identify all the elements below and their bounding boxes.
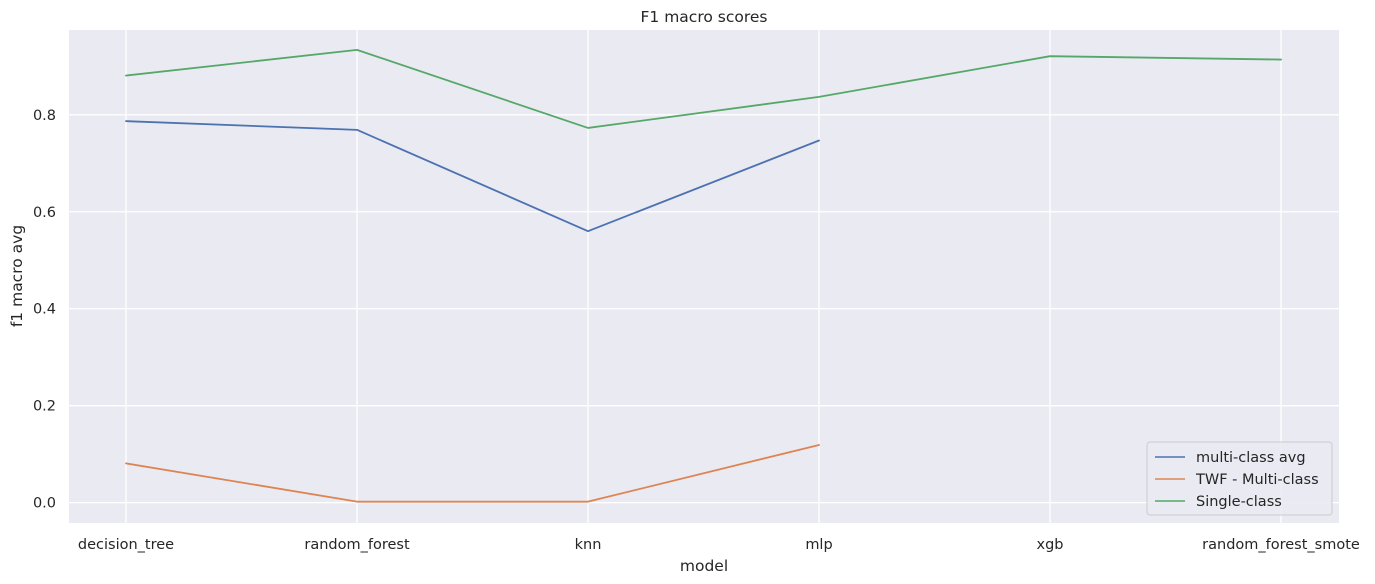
y-axis-label: f1 macro avg: [8, 225, 26, 327]
chart-title: F1 macro scores: [641, 8, 768, 26]
y-tick-label: 0.0: [33, 496, 56, 512]
x-tick-label: knn: [575, 537, 602, 553]
series-line-twf-multi-class: [125, 444, 820, 503]
series-twf-multi-class: [125, 444, 820, 503]
legend-label-single-class: Single-class: [1196, 494, 1282, 510]
series-line-single-class: [125, 48, 1282, 129]
legend-label-multi-class-avg: multi-class avg: [1196, 450, 1306, 466]
series-lines: [125, 48, 1282, 503]
x-tick-label: xgb: [1037, 537, 1064, 553]
y-tick-label: 0.8: [33, 108, 56, 124]
grid-lines: [69, 30, 1339, 523]
series-line-multi-class-avg: [125, 120, 820, 233]
x-tick-label: decision_tree: [78, 537, 174, 553]
legend-label-twf-multi-class: TWF - Multi-class: [1195, 472, 1319, 488]
y-tick-label: 0.6: [33, 205, 56, 221]
y-tick-labels: 0.0 0.2 0.4 0.6 0.8: [33, 108, 56, 512]
series-multi-class-avg: [125, 120, 820, 233]
x-tick-label: mlp: [805, 537, 832, 553]
x-tick-labels: decision_tree random_forest knn mlp xgb rando…: [78, 537, 1360, 553]
x-tick-label: random_forest: [304, 537, 410, 553]
x-tick-label: random_forest_smote: [1202, 537, 1360, 553]
legend-box: [1146, 441, 1333, 516]
x-axis-label: model: [680, 557, 728, 575]
y-tick-label: 0.4: [33, 302, 56, 318]
legend: multi-class avg TWF - Multi-class Single…: [1146, 441, 1333, 516]
series-single-class: [125, 48, 1282, 129]
y-tick-label: 0.2: [33, 399, 56, 415]
